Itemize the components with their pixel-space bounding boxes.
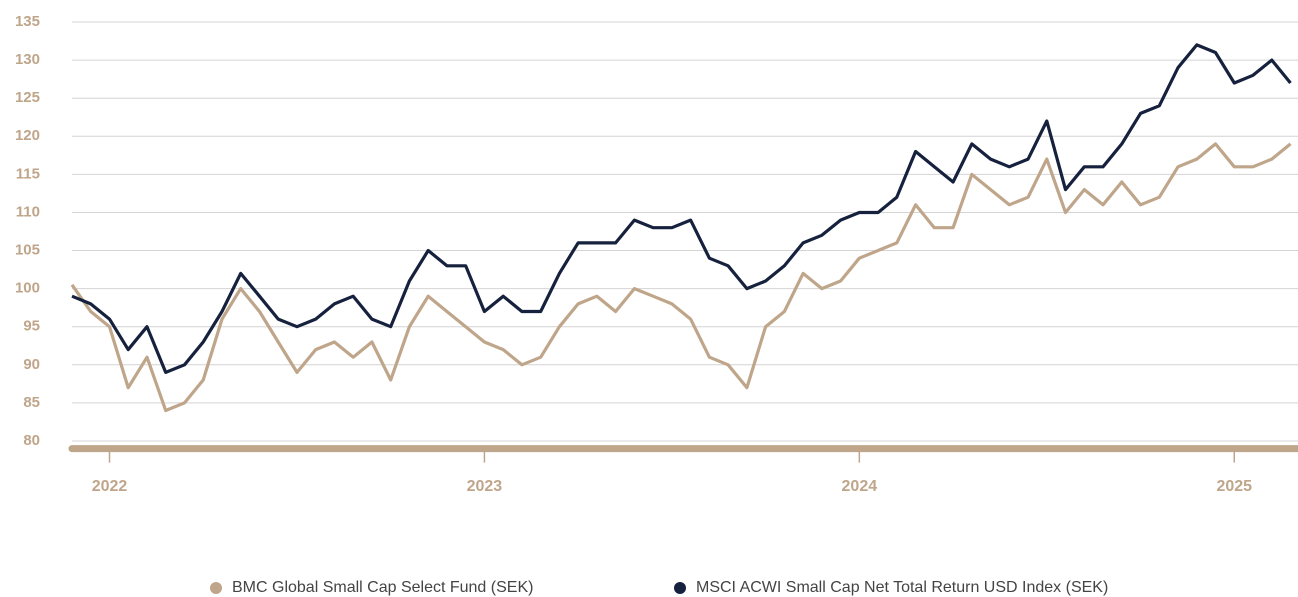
- y-tick-label: 100: [15, 280, 40, 297]
- series-line: [70, 142, 1292, 413]
- y-tick-label: 115: [16, 165, 40, 182]
- series-line: [71, 43, 1292, 374]
- legend-label: MSCI ACWI Small Cap Net Total Return USD…: [696, 579, 1108, 596]
- legend-marker: [674, 582, 686, 594]
- legend-label: BMC Global Small Cap Select Fund (SEK): [232, 579, 533, 596]
- y-tick-label: 95: [23, 318, 40, 335]
- y-tick-label: 125: [15, 89, 40, 106]
- y-tick-label: 120: [15, 127, 40, 144]
- x-tick-label: 2023: [467, 478, 503, 495]
- legend-marker: [210, 582, 222, 594]
- x-tick-label: 2024: [842, 478, 878, 495]
- x-tick-label: 2025: [1216, 478, 1252, 495]
- y-tick-label: 105: [15, 242, 40, 259]
- y-tick-label: 130: [15, 51, 40, 68]
- y-tick-label: 135: [15, 13, 40, 30]
- y-tick-label: 80: [23, 432, 40, 449]
- x-tick-label: 2022: [92, 478, 128, 495]
- y-tick-label: 90: [23, 356, 40, 373]
- y-tick-label: 85: [23, 394, 40, 411]
- y-tick-label: 110: [16, 203, 40, 220]
